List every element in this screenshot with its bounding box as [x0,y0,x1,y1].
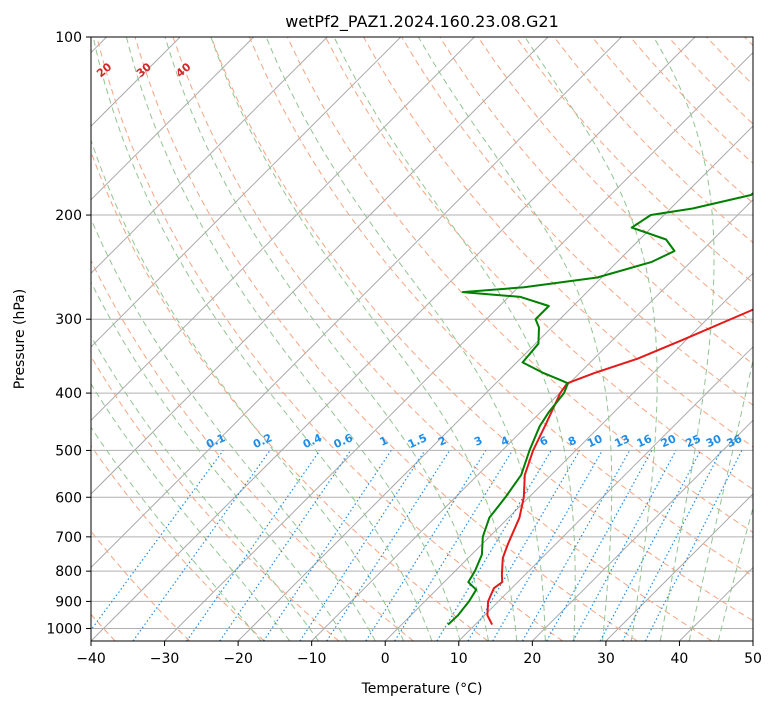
isotherm-line [91,37,549,495]
moist-adiabat-line [333,37,576,641]
isotherm-line [531,419,753,641]
y-tick-label: 900 [55,594,82,610]
dry-adiabat-line [172,37,713,641]
y-tick-label: 400 [55,386,82,402]
x-tick-label: −30 [150,651,180,667]
moist-adiabat-line [91,281,348,641]
isotherm-line [91,37,696,641]
mixing-ratio-line [326,450,451,641]
y-tick-label: 200 [55,208,82,224]
y-tick-label: 100 [55,30,82,46]
isotherm-line [91,37,402,348]
x-tick-label: 40 [671,651,689,667]
y-tick-label: 1000 [46,621,82,637]
mixing-ratio-line [186,450,321,641]
x-tick-label: 0 [381,651,390,667]
y-axis: 100 200 300 400 500 600 700 800 900 1000 [46,30,91,637]
x-axis: −40 −30 −20 −10 0 10 20 30 40 50 [76,641,762,667]
mixing-ratio-label: 13 [613,432,632,450]
x-tick-label: 20 [523,651,541,667]
isotherm-line [91,37,328,274]
moist-adiabat-line [91,382,291,641]
mixing-ratio-line [365,450,487,641]
dry-adiabat-line [515,37,753,284]
dry-adiabat-line [248,37,753,577]
isotherm-line [605,493,753,641]
x-tick-label: −10 [297,651,327,667]
mixing-ratio-line [492,450,603,641]
dry-adiabat-line [91,355,340,641]
moist-adiabat-line [91,138,405,641]
mixing-ratio-line [394,450,513,641]
x-axis-title: Temperature (°C) [361,681,483,697]
moist-adiabat-line [653,37,715,641]
mixing-ratio-label: 25 [684,432,703,450]
isotherm-line [237,125,753,641]
mixing-ratio-line [436,450,552,641]
moist-adiabat-line [524,37,658,641]
dry-adiabat-line [96,37,563,641]
dry-adiabat-line [210,37,753,622]
y-axis-title: Pressure (hPa) [12,289,28,389]
mixing-ratio-label: 30 [704,432,724,450]
y-tick-label: 600 [55,490,82,506]
isotherm-line [91,37,475,422]
moist-adiabat-line [91,217,376,641]
y-tick-label: 300 [55,312,82,328]
y-tick-label: 500 [55,443,82,459]
x-tick-label: 30 [597,651,615,667]
isotherm-line [384,272,753,641]
mixing-ratio-line [91,450,224,631]
background-lines [91,37,753,641]
y-tick-label: 800 [55,564,82,580]
profile-line [447,191,753,626]
mixing-ratio-line [219,450,352,641]
chart-title: wetPf2_PAZ1.2024.160.23.08.G21 [285,12,559,32]
isotherm-line [91,37,622,569]
x-tick-label: −40 [76,651,106,667]
mixing-ratio-line [546,450,653,641]
profile-series [447,191,753,626]
x-tick-label: −20 [223,651,253,667]
dry-adiabat-line [91,444,265,641]
mixing-ratio-label: 16 [635,432,655,450]
isotherm-line [164,51,753,641]
mixing-ratio-line [132,450,271,641]
moist-adiabat-line [265,37,546,641]
dry-adiabat-line [286,37,753,534]
moist-adiabat-line [210,37,518,641]
mixing-ratio-label: 36 [725,432,745,450]
plot-frame [90,36,754,642]
x-tick-label: 10 [450,651,468,667]
mixing-ratio-line [572,450,677,641]
isotherm-line [91,37,255,201]
x-tick-label: 50 [744,651,762,667]
moist-adiabat-line [717,505,753,641]
mixing-ratio-line [467,450,581,641]
mixing-ratio-label: 20 [659,432,679,450]
moist-adiabat-line [91,335,319,641]
mixing-ratio-line [521,450,631,641]
moist-adiabat-line [92,37,433,641]
moist-adiabat-line [125,37,461,641]
profile-line [486,308,753,626]
moist-adiabat-line [688,357,753,641]
moist-adiabat-line [164,37,489,641]
dry-adiabat-line [91,259,414,641]
isotherm-line [458,346,753,641]
y-tick-label: 700 [55,530,82,546]
mixing-ratio-label: 10 [585,432,605,450]
dry-adiabat-line [325,37,753,490]
moist-adiabat-line [91,426,262,641]
